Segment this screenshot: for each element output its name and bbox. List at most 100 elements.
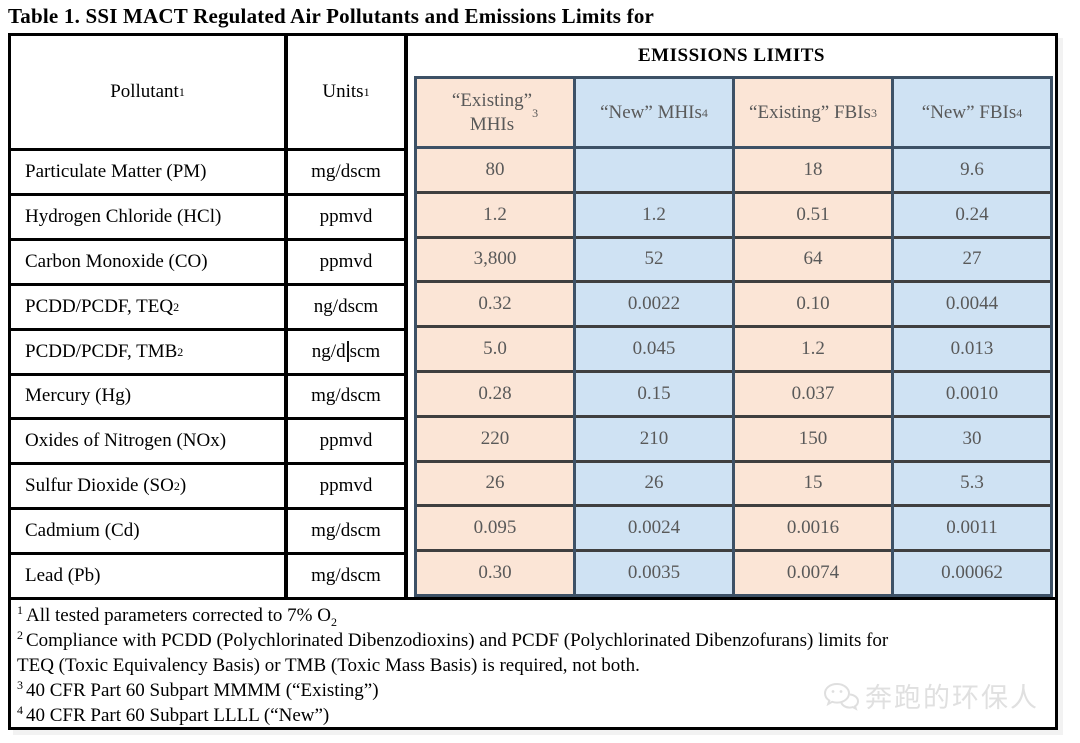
emissions-columns: “Existing” MHIs 3 80 1.2 3,800 0.32 5.0 0.28 220 2… bbox=[408, 76, 1055, 597]
column-header-pollutant: Pollutant 1 bbox=[11, 36, 288, 148]
value-cell: 26 bbox=[576, 459, 732, 505]
table-row: PCDD/PCDF, TEQ 2 ng/dscm bbox=[11, 282, 408, 328]
value-cell: 5.0 bbox=[417, 325, 573, 370]
emissions-limits-header: EMISSIONS LIMITS bbox=[638, 45, 825, 66]
footnotes: 1 All tested parameters corrected to 7% O… bbox=[11, 597, 1055, 728]
value-cell: 0.045 bbox=[576, 325, 732, 370]
table-row: Particulate Matter (PM) mg/dscm bbox=[11, 148, 408, 193]
unit-cell: mg/dscm bbox=[288, 375, 408, 418]
column-header: “Existing” MHIs 3 bbox=[417, 79, 573, 149]
table-row: Sulfur Dioxide (SO 2) ppmvd bbox=[11, 462, 408, 508]
column-header: “Existing” FBIs 3 bbox=[735, 79, 891, 149]
pollutant-cell: Hydrogen Chloride (HCl) bbox=[11, 195, 288, 238]
emissions-limits-section: EMISSIONS LIMITS “Existing” MHIs 3 80 1.2 3,8… bbox=[408, 36, 1055, 597]
value-cell: 30 bbox=[894, 414, 1050, 460]
value-cell: 220 bbox=[417, 414, 573, 460]
unit-cell: ng/dscm bbox=[288, 285, 408, 328]
column-header: “New” FBIs 4 bbox=[894, 79, 1050, 149]
value-cell bbox=[576, 149, 732, 191]
emissions-column: “Existing” FBIs 3 18 0.51 64 0.10 1.2 0.037 150 1… bbox=[732, 76, 891, 597]
unit-cell: mg/dscm bbox=[288, 510, 408, 553]
table-row: Mercury (Hg) mg/dscm bbox=[11, 372, 408, 418]
unit-cell: ppmvd bbox=[288, 465, 408, 508]
value-cell: 0.0010 bbox=[894, 369, 1050, 415]
footnote: 4 40 CFR Part 60 Subpart LLLL (“New”) bbox=[17, 702, 330, 726]
unit-cell: ppmvd bbox=[288, 195, 408, 238]
unit-cell: mg/dscm bbox=[288, 555, 408, 598]
footnote-marker: 1 bbox=[17, 602, 23, 617]
value-cell: 0.0011 bbox=[894, 504, 1050, 550]
value-cell: 0.095 bbox=[417, 504, 573, 550]
value-cell: 0.30 bbox=[417, 549, 573, 594]
pollutant-cell: PCDD/PCDF, TEQ 2 bbox=[11, 285, 288, 328]
value-cell: 0.24 bbox=[894, 190, 1050, 236]
value-cell: 52 bbox=[576, 235, 732, 281]
value-cell: 0.013 bbox=[894, 325, 1050, 370]
value-cell: 0.10 bbox=[735, 280, 891, 326]
table-row: PCDD/PCDF, TMB 2 ng/d scm bbox=[11, 327, 408, 373]
value-cell: 0.0044 bbox=[894, 280, 1050, 326]
column-header: “New” MHIs 4 bbox=[576, 79, 732, 149]
value-cell: 1.2 bbox=[735, 325, 891, 370]
pollutants-table: Pollutant 1 Units 1 Particulate Matter (PM… bbox=[8, 33, 1058, 730]
pollutant-cell: Oxides of Nitrogen (NOx) bbox=[11, 420, 288, 463]
table-row: Lead (Pb) mg/dscm bbox=[11, 552, 408, 598]
emissions-column: “New” FBIs 4 9.6 0.24 27 0.0044 0.013 0.0010 30 5… bbox=[891, 76, 1053, 597]
footnote-marker: 3 bbox=[17, 677, 23, 692]
table-row: Oxides of Nitrogen (NOx) ppmvd bbox=[11, 417, 408, 463]
column-header-units: Units 1 bbox=[288, 36, 408, 148]
pollutant-cell: Mercury (Hg) bbox=[11, 375, 288, 418]
value-cell: 0.0035 bbox=[576, 549, 732, 594]
value-cell: 0.51 bbox=[735, 190, 891, 236]
footnote: 3 40 CFR Part 60 Subpart MMMM (“Existing”… bbox=[17, 677, 379, 701]
value-cell: 0.0074 bbox=[735, 549, 891, 594]
value-cell: 15 bbox=[735, 459, 891, 505]
value-cell: 0.32 bbox=[417, 280, 573, 326]
value-cell: 1.2 bbox=[417, 190, 573, 236]
pollutant-cell: Lead (Pb) bbox=[11, 555, 288, 598]
emissions-column: “Existing” MHIs 3 80 1.2 3,800 0.32 5.0 0.28 220 2… bbox=[414, 76, 573, 597]
value-cell: 5.3 bbox=[894, 459, 1050, 505]
value-cell: 26 bbox=[417, 459, 573, 505]
value-cell: 9.6 bbox=[894, 149, 1050, 191]
watermark-text: 奔跑的环保人 bbox=[865, 683, 1039, 713]
value-cell: 0.037 bbox=[735, 369, 891, 415]
pollutant-cell: PCDD/PCDF, TMB 2 bbox=[11, 330, 288, 373]
footnote: 2 Compliance with PCDD (Polychlorinated D… bbox=[17, 627, 889, 676]
table-row: Carbon Monoxide (CO) ppmvd bbox=[11, 237, 408, 283]
value-cell: 0.28 bbox=[417, 369, 573, 415]
value-cell: 0.15 bbox=[576, 369, 732, 415]
footnote: 1 All tested parameters corrected to 7% O… bbox=[17, 602, 337, 629]
table-body: Pollutant 1 Units 1 Particulate Matter (PM… bbox=[11, 36, 1055, 598]
pollutant-units-section: Pollutant 1 Units 1 Particulate Matter (PM… bbox=[11, 36, 408, 598]
pollutant-cell: Particulate Matter (PM) bbox=[11, 151, 288, 193]
footnote-marker: 2 bbox=[17, 627, 23, 642]
value-cell: 80 bbox=[417, 149, 573, 191]
value-cell: 18 bbox=[735, 149, 891, 191]
value-cell: 150 bbox=[735, 414, 891, 460]
footnote-marker: 4 bbox=[17, 702, 23, 717]
value-cell: 0.0016 bbox=[735, 504, 891, 550]
subscript: 2 bbox=[330, 614, 337, 629]
unit-cell: ppmvd bbox=[288, 240, 408, 283]
value-cell: 0.00062 bbox=[894, 549, 1050, 594]
value-cell: 64 bbox=[735, 235, 891, 281]
value-cell: 0.0024 bbox=[576, 504, 732, 550]
value-cell: 3,800 bbox=[417, 235, 573, 281]
value-cell: 210 bbox=[576, 414, 732, 460]
unit-cell: ppmvd bbox=[288, 420, 408, 463]
wechat-logo-icon bbox=[823, 682, 859, 711]
pollutant-cell: Sulfur Dioxide (SO 2) bbox=[11, 465, 288, 508]
unit-cell: mg/dscm bbox=[288, 151, 408, 193]
pollutant-cell: Carbon Monoxide (CO) bbox=[11, 240, 288, 283]
value-cell: 27 bbox=[894, 235, 1050, 281]
table-row: Cadmium (Cd) mg/dscm bbox=[11, 507, 408, 553]
watermark: 奔跑的环保人 bbox=[823, 676, 1039, 715]
table-row: Hydrogen Chloride (HCl) ppmvd bbox=[11, 192, 408, 238]
value-cell: 0.0022 bbox=[576, 280, 732, 326]
value-cell: 1.2 bbox=[576, 190, 732, 236]
emissions-column: “New” MHIs 4 1.2 52 0.0022 0.045 0.15 210 26 0.00… bbox=[573, 76, 732, 597]
header-row: Pollutant 1 Units 1 bbox=[11, 36, 408, 148]
